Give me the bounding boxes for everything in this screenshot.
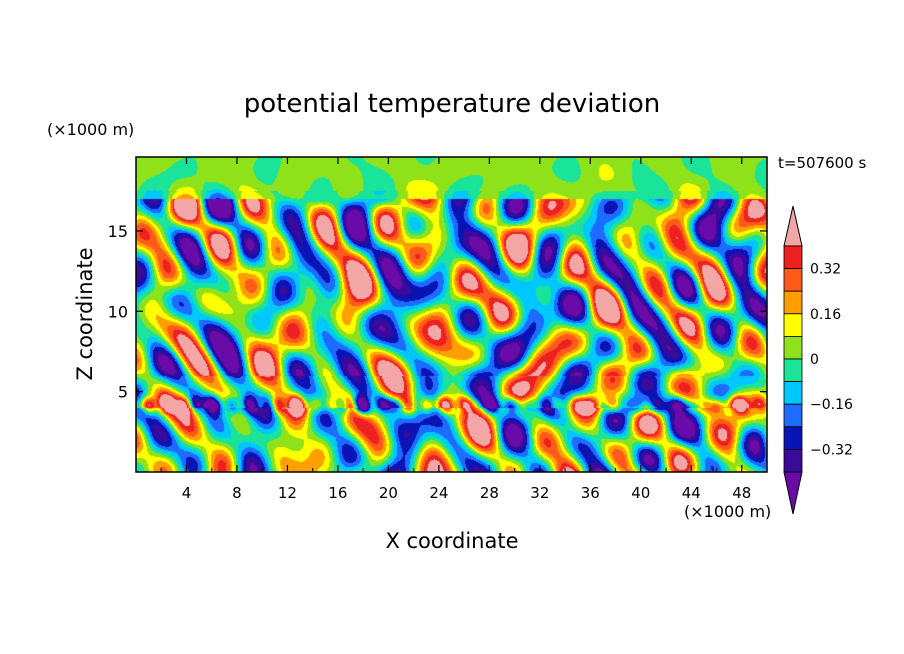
colorbar-band	[783, 403, 803, 428]
time-label: t=507600 s	[778, 154, 866, 172]
colorbar-tick-label: −0.32	[810, 442, 853, 458]
x-tick-label: 20	[379, 484, 398, 502]
colorbar-band	[783, 290, 803, 315]
x-tick-label: 4	[182, 484, 192, 502]
x-tick-label: 36	[581, 484, 600, 502]
colorbar-band	[783, 268, 803, 292]
x-unit-label: (×1000 m)	[684, 502, 771, 521]
y-tick-label: 15	[108, 222, 128, 241]
x-tick-label: 16	[328, 484, 347, 502]
colorbar-extend-max	[783, 205, 803, 247]
colorbar-band	[783, 335, 803, 360]
x-tick-label: 40	[631, 484, 650, 502]
chart-title: potential temperature deviation	[244, 89, 660, 119]
colorbar-tick-label: 0	[810, 352, 819, 368]
x-tick-label: 48	[732, 484, 751, 502]
heatmap-field	[136, 157, 767, 472]
x-axis: 4 8 12 16 20 24 28 32 36 40 44 48	[160, 157, 751, 502]
x-tick-label: 24	[429, 484, 448, 502]
colorbar-tick-label: −0.16	[810, 397, 853, 413]
colorbar-tick-label: 0.16	[810, 307, 841, 323]
y-tick-label: 10	[108, 302, 128, 321]
x-axis-label: X coordinate	[385, 529, 518, 553]
colorbar-extend-min	[783, 471, 803, 515]
y-tick-label: 5	[118, 383, 128, 402]
colorbar-band	[783, 426, 803, 450]
colorbar-band	[783, 358, 803, 383]
colorbar: 0.32 0.16 0 −0.16 −0.32	[783, 205, 853, 515]
colorbar-band	[783, 245, 803, 270]
colorbar-tick-label: 0.32	[810, 262, 841, 278]
y-axis: 5 10 15	[108, 222, 767, 402]
heatmap-field-container	[136, 157, 767, 472]
y-unit-label: (×1000 m)	[47, 120, 134, 139]
colorbar-band	[783, 313, 803, 337]
x-tick-label: 12	[278, 484, 297, 502]
colorbar-band	[783, 381, 803, 405]
colorbar-band	[783, 448, 803, 473]
plot-frame	[135, 156, 768, 473]
x-tick-label: 44	[682, 484, 701, 502]
x-tick-label: 32	[530, 484, 549, 502]
x-tick-label: 8	[232, 484, 242, 502]
y-axis-label: Z coordinate	[73, 247, 97, 380]
x-tick-label: 28	[480, 484, 499, 502]
